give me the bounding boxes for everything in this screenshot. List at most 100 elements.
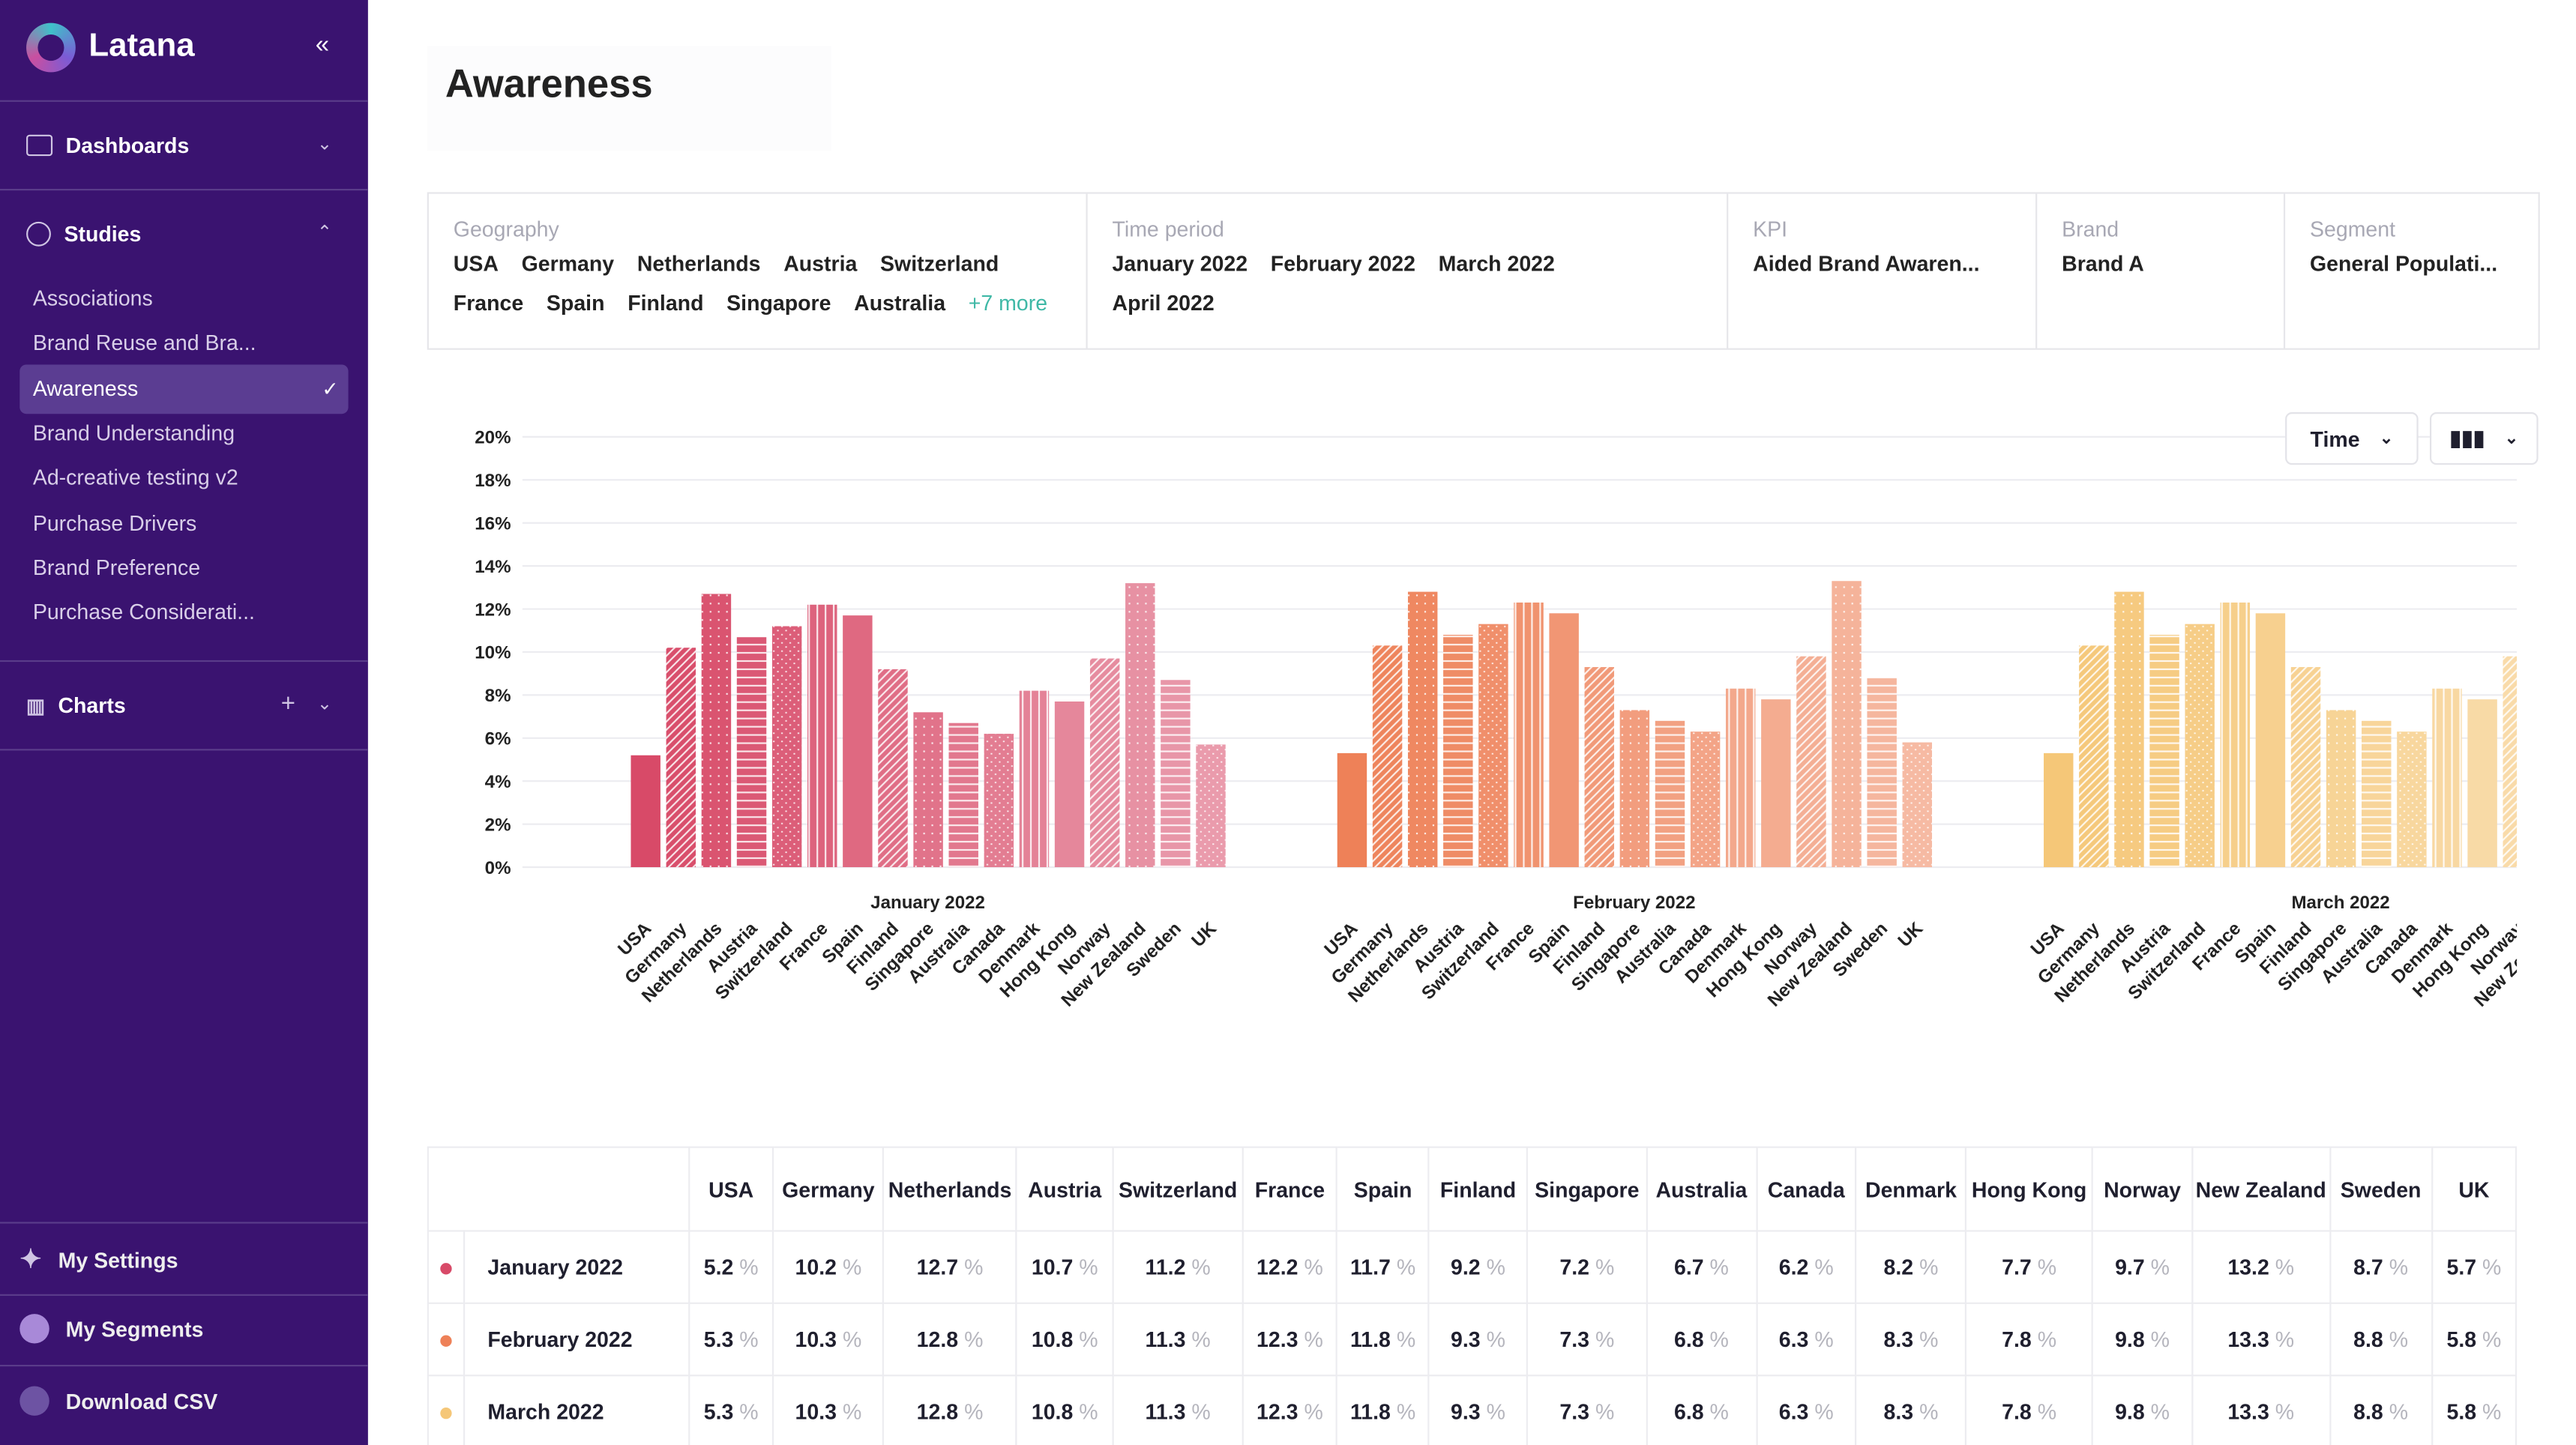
value: 13.3 — [2227, 1327, 2269, 1352]
bar — [1796, 656, 1826, 868]
nav-dashboards[interactable]: Dashboards — [26, 133, 189, 157]
button-label: Time — [2310, 426, 2360, 451]
value: 11.7 — [1349, 1255, 1391, 1280]
value-cell: 7.8 % — [1965, 1375, 2094, 1445]
bar — [984, 734, 1014, 868]
page-title: Awareness — [445, 62, 653, 107]
column-header: Netherlands — [882, 1146, 1017, 1232]
study-item[interactable]: Associations — [32, 286, 153, 311]
group-by-button[interactable]: Time ⌄ — [2285, 412, 2419, 465]
add-chart[interactable]: + — [280, 690, 295, 718]
filter-value: Aided Brand Awaren... — [1753, 251, 1980, 277]
value-cell: 9.2 % — [1427, 1230, 1529, 1304]
collapse-button[interactable]: « — [315, 31, 330, 59]
filter-values: General Populati... — [2310, 251, 2517, 276]
value-cell: 8.3 % — [1855, 1375, 1967, 1445]
row-label: February 2022 — [463, 1302, 690, 1377]
value-cell: 5.3 % — [688, 1375, 774, 1445]
unit: % — [964, 1255, 984, 1280]
bar — [2432, 688, 2462, 868]
filter-more[interactable]: +7 more — [968, 290, 1048, 316]
value-cell: 8.2 % — [1855, 1230, 1967, 1304]
study-item[interactable]: Brand Reuse and Bra... — [32, 331, 256, 355]
column-header: Norway — [2091, 1146, 2194, 1232]
bar — [2044, 752, 2074, 868]
value-cell: 10.3 % — [772, 1302, 885, 1377]
my-segments[interactable]: My Segments — [19, 1314, 203, 1344]
value-cell: 13.3 % — [2191, 1302, 2331, 1377]
unit: % — [1191, 1399, 1211, 1424]
value: 5.8 — [2446, 1327, 2477, 1352]
unit: % — [1709, 1399, 1729, 1424]
unit: % — [2037, 1327, 2057, 1352]
my-settings[interactable]: ✦ My Settings — [19, 1246, 178, 1275]
filter-section[interactable]: Brand Brand A — [2037, 193, 2286, 349]
study-item[interactable]: Purchase Drivers — [32, 510, 197, 535]
filter-section[interactable]: Geography USA Germany Netherlands Austria Swi… — [429, 193, 1088, 349]
value: 5.3 — [703, 1399, 734, 1424]
bar — [1867, 678, 1897, 868]
brand: Latana — [88, 28, 195, 64]
value-cell: 11.7 % — [1336, 1230, 1430, 1304]
value: 8.3 — [1883, 1399, 1914, 1424]
study-item[interactable]: Purchase Considerati... — [32, 600, 255, 624]
value-cell: 10.3 % — [772, 1375, 885, 1445]
data-table: USA Germany Netherlands Austria Switzerland F… — [427, 1146, 2518, 1445]
unit: % — [2275, 1327, 2295, 1352]
header-row: USA Germany Netherlands Austria Switzerland F… — [427, 1146, 2518, 1232]
group-label: March 2022 — [2291, 893, 2389, 913]
chart: 0% 2% 4% 6% 8% 10% 12% 14% 16% 18% 20% January 2022… — [475, 428, 2568, 1011]
value: 7.8 — [2002, 1327, 2032, 1352]
value: 6.8 — [1673, 1399, 1704, 1424]
bar — [736, 636, 767, 868]
y-tick-label: 4% — [485, 772, 511, 792]
filter-label: Geography — [453, 217, 559, 242]
value: 9.8 — [2115, 1399, 2145, 1424]
unit: % — [2482, 1255, 2502, 1280]
y-tick-label: 8% — [485, 686, 511, 706]
nav-studies[interactable]: Studies — [26, 221, 141, 247]
value-cell: 5.7 % — [2431, 1230, 2518, 1304]
filter-section[interactable]: KPI Aided Brand Awaren... — [1728, 193, 2038, 349]
value-cell: 5.8 % — [2431, 1375, 2518, 1445]
value: 12.7 — [916, 1255, 959, 1280]
value: 10.7 — [1031, 1255, 1074, 1280]
y-tick-label: 16% — [475, 513, 511, 534]
unit: % — [2037, 1399, 2057, 1424]
filter-section[interactable]: Segment General Populati... — [2285, 194, 2542, 349]
study-item[interactable]: Brand Understanding — [32, 420, 235, 445]
row-label: March 2022 — [463, 1375, 690, 1445]
bar — [2539, 581, 2568, 867]
unit: % — [2037, 1255, 2057, 1280]
study-item[interactable]: Brand Preference — [32, 555, 201, 580]
study-item[interactable]: Ad-creative testing v2 — [32, 465, 238, 490]
value: 9.7 — [2115, 1255, 2145, 1280]
column-header: Austria — [1015, 1146, 1115, 1232]
value: 8.2 — [1883, 1255, 1914, 1280]
nav-label: Dashboards — [65, 133, 190, 158]
bar — [1407, 591, 1438, 868]
footer-label: Download CSV — [65, 1388, 218, 1414]
value-cell: 9.3 % — [1427, 1375, 1529, 1445]
chart-type-button[interactable]: ▮▮▮ ⌄ — [2429, 412, 2539, 465]
unit: % — [1304, 1327, 1323, 1352]
value: 10.3 — [795, 1327, 837, 1352]
column-header: France — [1242, 1146, 1338, 1232]
bar — [2185, 624, 2215, 868]
value: 6.8 — [1673, 1327, 1704, 1352]
unit: % — [739, 1255, 759, 1280]
nav-charts[interactable]: ▥ Charts — [26, 693, 126, 718]
value: 12.2 — [1257, 1255, 1298, 1280]
value: 7.3 — [1559, 1399, 1590, 1424]
value: 12.3 — [1257, 1327, 1298, 1352]
dot-cell — [427, 1230, 465, 1304]
study-item[interactable]: Awareness ✓ — [19, 363, 349, 414]
filter-section[interactable]: Time period January 2022 February 2022 Marc… — [1088, 193, 1729, 349]
download-csv[interactable]: Download CSV — [19, 1386, 218, 1416]
header-cell — [427, 1146, 690, 1232]
value: 7.2 — [1559, 1255, 1590, 1280]
unit: % — [1709, 1255, 1729, 1280]
value-cell: 10.2 % — [772, 1230, 885, 1304]
bar — [878, 669, 908, 868]
